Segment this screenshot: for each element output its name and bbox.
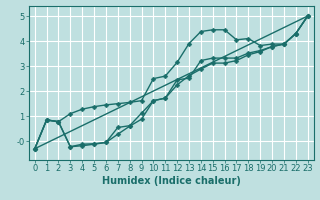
X-axis label: Humidex (Indice chaleur): Humidex (Indice chaleur)	[102, 176, 241, 186]
